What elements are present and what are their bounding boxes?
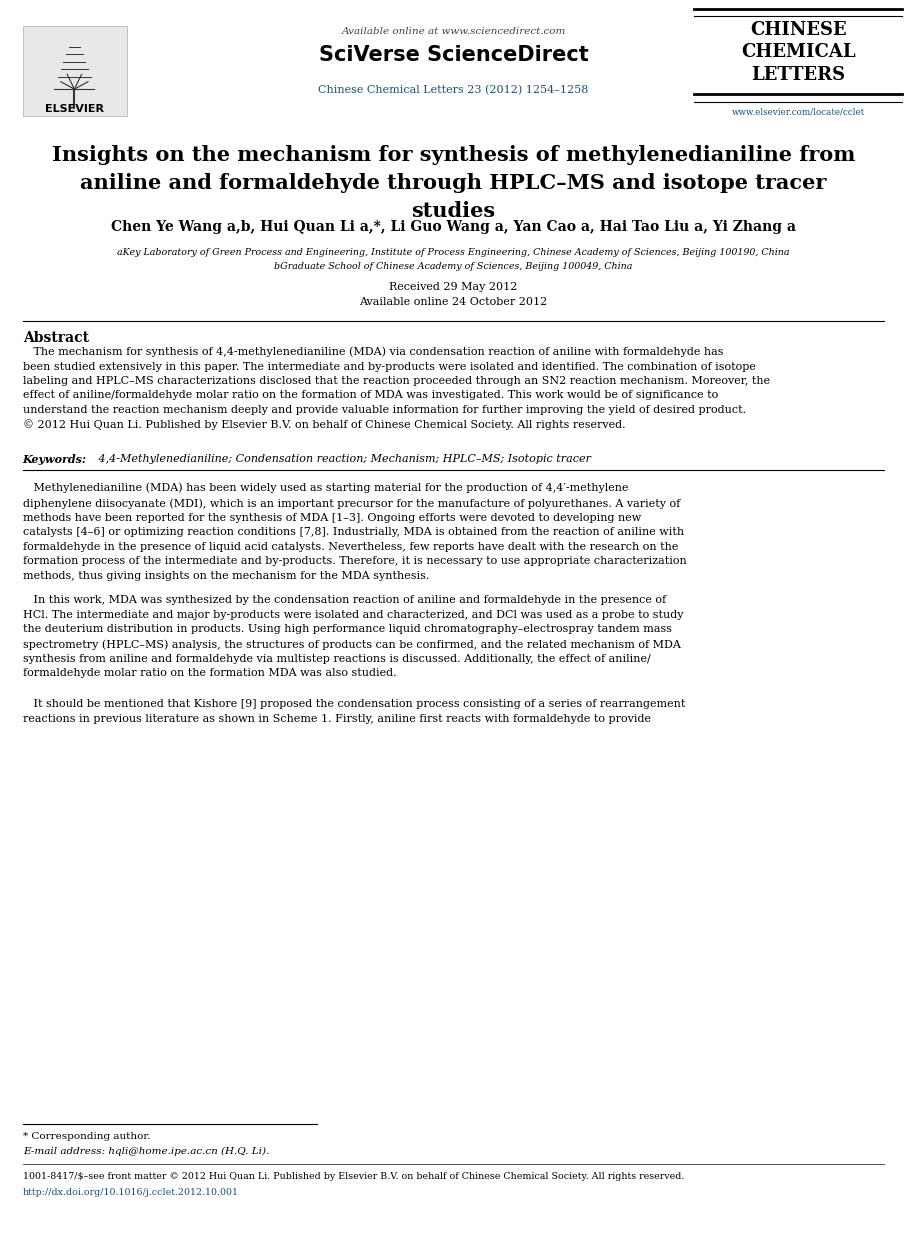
Text: ELSEVIER: ELSEVIER xyxy=(44,104,104,114)
Text: Chen Ye Wang a,b, Hui Quan Li a,*, Li Guo Wang a, Yan Cao a, Hai Tao Liu a, Yi Z: Chen Ye Wang a,b, Hui Quan Li a,*, Li Gu… xyxy=(111,220,796,234)
Text: CHEMICAL: CHEMICAL xyxy=(741,43,855,62)
Text: Chinese Chemical Letters 23 (2012) 1254–1258: Chinese Chemical Letters 23 (2012) 1254–… xyxy=(318,85,589,95)
Text: CHINESE: CHINESE xyxy=(750,21,846,40)
Text: Available online 24 October 2012: Available online 24 October 2012 xyxy=(359,297,548,307)
Text: Keywords:: Keywords: xyxy=(23,454,87,465)
Text: It should be mentioned that Kishore [9] proposed the condensation process consis: It should be mentioned that Kishore [9] … xyxy=(23,699,685,724)
Text: Available online at www.sciencedirect.com: Available online at www.sciencedirect.co… xyxy=(341,27,566,36)
Text: In this work, MDA was synthesized by the condensation reaction of aniline and fo: In this work, MDA was synthesized by the… xyxy=(23,595,683,678)
Text: aKey Laboratory of Green Process and Engineering, Institute of Process Engineeri: aKey Laboratory of Green Process and Eng… xyxy=(117,248,790,256)
Text: bGraduate School of Chinese Academy of Sciences, Beijing 100049, China: bGraduate School of Chinese Academy of S… xyxy=(274,262,633,271)
Text: Abstract: Abstract xyxy=(23,331,89,344)
Text: SciVerse ScienceDirect: SciVerse ScienceDirect xyxy=(318,45,589,64)
Text: The mechanism for synthesis of 4,4-methylenedianiline (MDA) via condensation rea: The mechanism for synthesis of 4,4-methy… xyxy=(23,347,770,431)
Text: * Corresponding author.: * Corresponding author. xyxy=(23,1132,151,1140)
Text: 4,4-Methylenedianiline; Condensation reaction; Mechanism; HPLC–MS; Isotopic trac: 4,4-Methylenedianiline; Condensation rea… xyxy=(95,454,591,464)
Text: LETTERS: LETTERS xyxy=(751,66,845,84)
FancyBboxPatch shape xyxy=(23,26,127,116)
Text: Insights on the mechanism for synthesis of methylenedianiline from
aniline and f: Insights on the mechanism for synthesis … xyxy=(52,145,855,220)
Text: E-mail address: hqli@home.ipe.ac.cn (H.Q. Li).: E-mail address: hqli@home.ipe.ac.cn (H.Q… xyxy=(23,1146,268,1155)
Text: Received 29 May 2012: Received 29 May 2012 xyxy=(389,282,518,292)
Text: www.elsevier.com/locate/cclet: www.elsevier.com/locate/cclet xyxy=(732,108,864,116)
Text: 1001-8417/$–see front matter © 2012 Hui Quan Li. Published by Elsevier B.V. on b: 1001-8417/$–see front matter © 2012 Hui … xyxy=(23,1172,684,1181)
Text: http://dx.doi.org/10.1016/j.cclet.2012.10.001: http://dx.doi.org/10.1016/j.cclet.2012.1… xyxy=(23,1188,239,1197)
Text: Methylenedianiline (MDA) has been widely used as starting material for the produ: Methylenedianiline (MDA) has been widely… xyxy=(23,483,687,581)
